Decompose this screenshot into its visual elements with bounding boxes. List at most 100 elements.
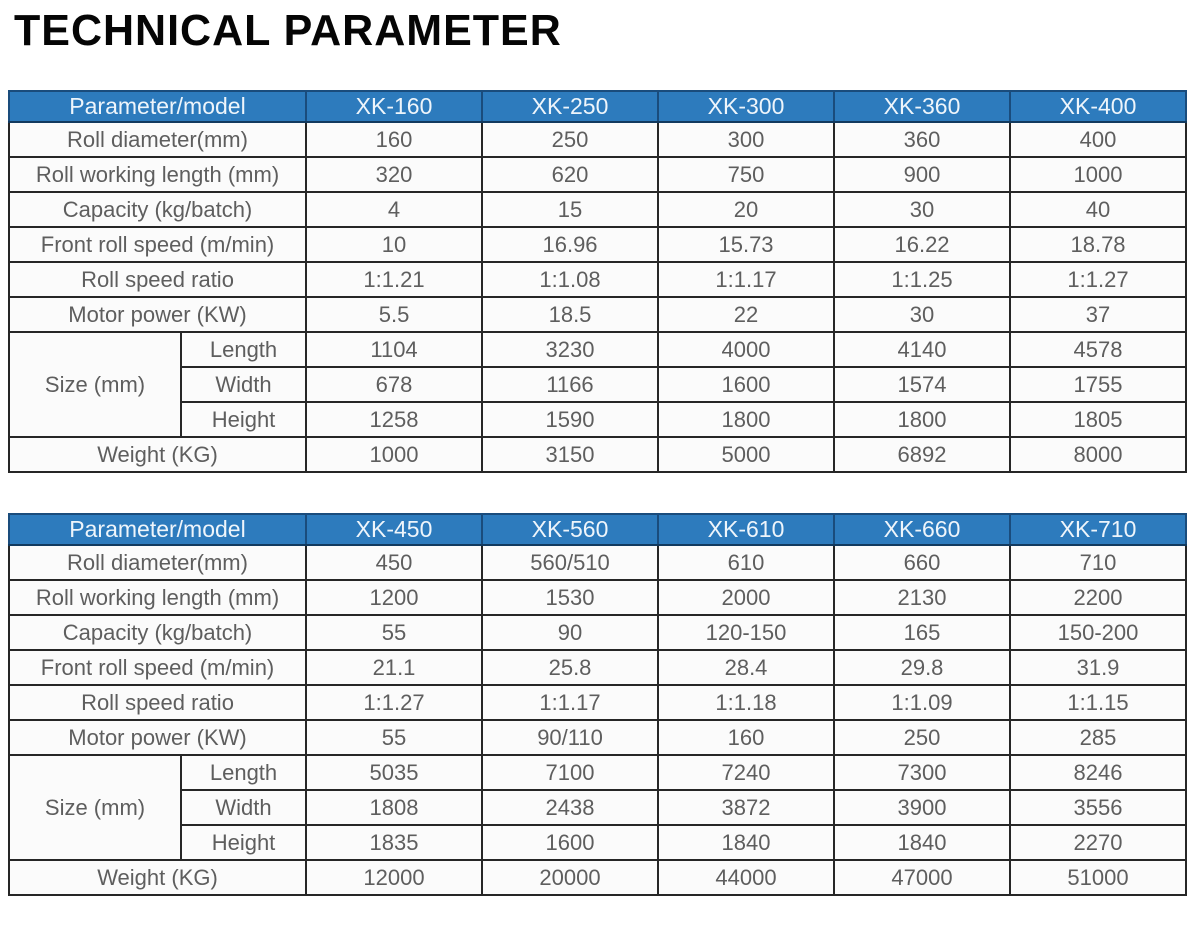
size-sub-label: Width (179, 366, 308, 403)
size-row: Height 1835 1600 1840 1840 2270 (9, 824, 1188, 861)
value-cell: 300 (657, 121, 836, 158)
value-cell: 160 (305, 121, 484, 158)
value-cell: 1800 (833, 401, 1012, 438)
value-cell: 47000 (833, 859, 1012, 896)
size-row: Size (mm) Length 5035 7100 7240 7300 8246 (8, 754, 1188, 861)
value-cell: 1755 (1009, 366, 1188, 403)
value-cell: 29.8 (833, 649, 1012, 686)
value-cell: 21.1 (305, 649, 484, 686)
value-cell: 120-150 (657, 614, 836, 651)
value-cell: 40 (1009, 191, 1188, 228)
value-cell: 37 (1009, 296, 1188, 333)
value-cell: 44000 (657, 859, 836, 896)
value-cell: 30 (833, 191, 1012, 228)
value-cell: 610 (657, 544, 836, 581)
value-cell: 3900 (833, 789, 1012, 826)
size-sub-label: Height (179, 401, 308, 438)
value-cell: 150-200 (1009, 614, 1188, 651)
value-cell: 560/510 (481, 544, 660, 581)
header-model-5: XK-400 (1009, 90, 1188, 123)
value-cell: 18.5 (481, 296, 660, 333)
value-cell: 1600 (657, 366, 836, 403)
value-cell: 2438 (481, 789, 660, 826)
value-cell: 1:1.17 (657, 261, 836, 298)
row-label: Roll working length (mm) (7, 156, 308, 193)
value-cell: 1840 (833, 824, 1012, 861)
value-cell: 160 (657, 719, 836, 756)
row-label: Roll working length (mm) (7, 579, 308, 616)
table-row: Roll speed ratio 1:1.21 1:1.08 1:1.17 1:1.25… (7, 261, 1188, 298)
header-model-4: XK-660 (833, 513, 1012, 546)
value-cell: 55 (305, 614, 484, 651)
value-cell: 3230 (481, 331, 660, 368)
value-cell: 51000 (1009, 859, 1188, 896)
value-cell: 710 (1009, 544, 1188, 581)
value-cell: 1000 (305, 436, 484, 473)
value-cell: 15.73 (657, 226, 836, 263)
value-cell: 1000 (1009, 156, 1188, 193)
value-cell: 90/110 (481, 719, 660, 756)
table-row: Capacity (kg/batch) 55 90 120-150 165 150-200 (7, 614, 1188, 651)
header-parameter-model: Parameter/model (7, 90, 308, 123)
value-cell: 620 (481, 156, 660, 193)
size-group-label: Size (mm) (8, 331, 182, 438)
table-row: Roll diameter(mm) 450 560/510 610 660 710 (7, 544, 1188, 581)
table-row: Front roll speed (m/min) 21.1 25.8 28.4 29.8… (7, 649, 1188, 686)
value-cell: 1104 (305, 331, 484, 368)
table-row: Roll diameter(mm) 160 250 300 360 400 (7, 121, 1188, 158)
value-cell: 16.96 (481, 226, 660, 263)
size-group-label: Size (mm) (8, 754, 182, 861)
value-cell: 2130 (833, 579, 1012, 616)
size-sub-label: Width (179, 789, 308, 826)
table-row: Roll working length (mm) 320 620 750 900 1000 (7, 156, 1188, 193)
table-row: Motor power (KW) 5.5 18.5 22 30 37 (7, 296, 1188, 333)
value-cell: 1808 (305, 789, 484, 826)
value-cell: 1:1.27 (305, 684, 484, 721)
value-cell: 1600 (481, 824, 660, 861)
row-label: Weight (KG) (7, 436, 308, 473)
row-label: Roll speed ratio (7, 684, 308, 721)
value-cell: 18.78 (1009, 226, 1188, 263)
value-cell: 55 (305, 719, 484, 756)
value-cell: 20 (657, 191, 836, 228)
value-cell: 7100 (481, 754, 660, 791)
table-row: Capacity (kg/batch) 4 15 20 30 40 (7, 191, 1188, 228)
value-cell: 660 (833, 544, 1012, 581)
size-row: Width 1808 2438 3872 3900 3556 (9, 789, 1188, 826)
size-row: Size (mm) Length 1104 3230 4000 4140 4578 (8, 331, 1188, 438)
size-sub-label: Height (179, 824, 308, 861)
row-label: Front roll speed (m/min) (7, 649, 308, 686)
header-model-4: XK-360 (833, 90, 1012, 123)
header-model-2: XK-250 (481, 90, 660, 123)
row-label: Roll diameter(mm) (7, 121, 308, 158)
value-cell: 1805 (1009, 401, 1188, 438)
value-cell: 22 (657, 296, 836, 333)
row-label: Weight (KG) (7, 859, 308, 896)
value-cell: 1:1.21 (305, 261, 484, 298)
value-cell: 7300 (833, 754, 1012, 791)
size-row: Height 1258 1590 1800 1800 1805 (9, 401, 1188, 438)
value-cell: 31.9 (1009, 649, 1188, 686)
size-row: Width 678 1166 1600 1574 1755 (9, 366, 1188, 403)
value-cell: 12000 (305, 859, 484, 896)
header-parameter-model: Parameter/model (7, 513, 308, 546)
value-cell: 4140 (833, 331, 1012, 368)
header-row: Parameter/model XK-450 XK-560 XK-610 XK-660 X… (7, 513, 1188, 546)
row-label: Roll diameter(mm) (7, 544, 308, 581)
value-cell: 5.5 (305, 296, 484, 333)
value-cell: 165 (833, 614, 1012, 651)
value-cell: 16.22 (833, 226, 1012, 263)
value-cell: 250 (481, 121, 660, 158)
row-label: Motor power (KW) (7, 296, 308, 333)
value-cell: 250 (833, 719, 1012, 756)
row-label: Front roll speed (m/min) (7, 226, 308, 263)
value-cell: 1800 (657, 401, 836, 438)
value-cell: 5035 (305, 754, 484, 791)
header-model-1: XK-450 (305, 513, 484, 546)
value-cell: 1166 (481, 366, 660, 403)
value-cell: 15 (481, 191, 660, 228)
value-cell: 750 (657, 156, 836, 193)
value-cell: 1:1.27 (1009, 261, 1188, 298)
value-cell: 20000 (481, 859, 660, 896)
value-cell: 4 (305, 191, 484, 228)
